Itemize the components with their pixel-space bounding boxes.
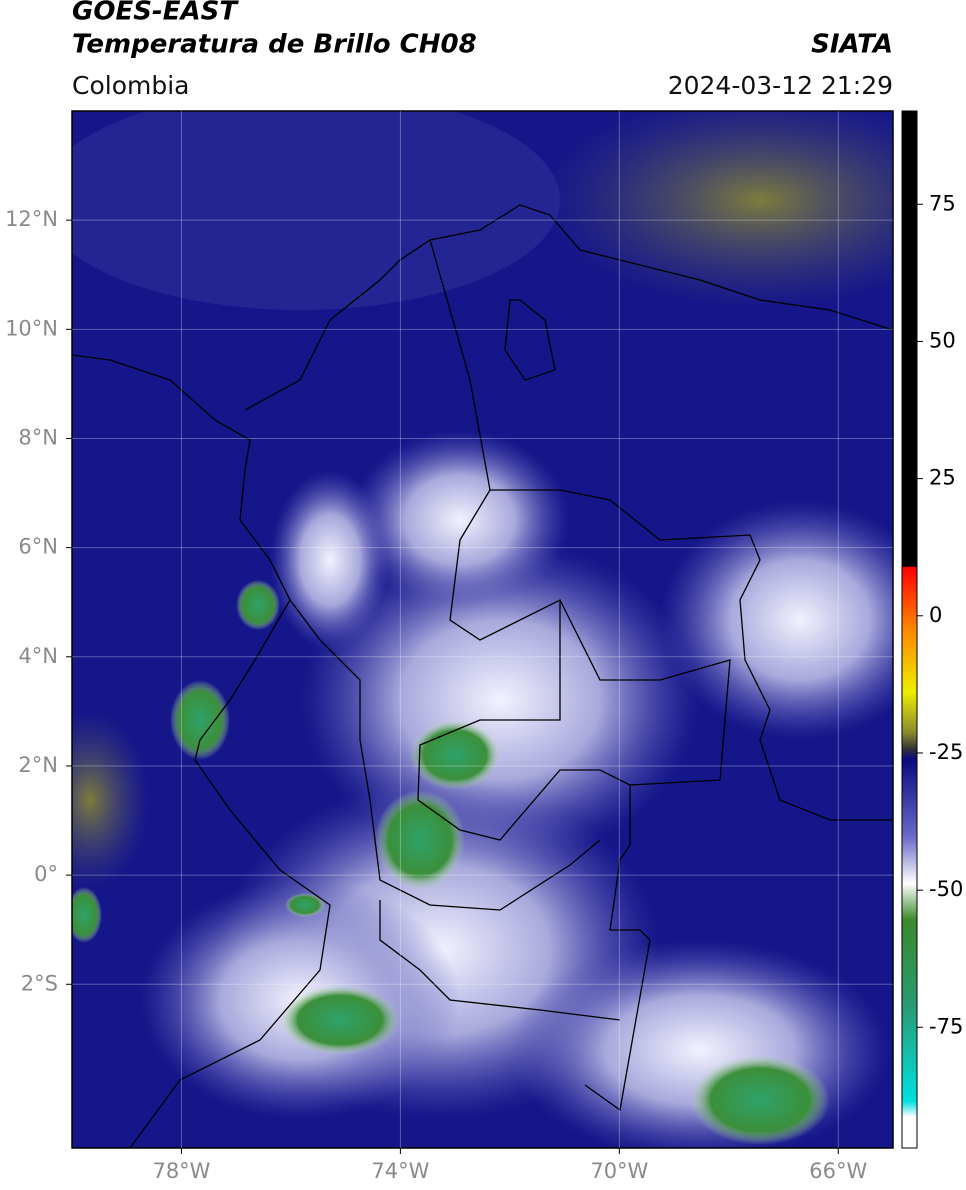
colorbar-tick-label: -50 [929, 877, 963, 901]
x-tick-label: 78°W [152, 1159, 210, 1183]
colorbar-tick-label: -75 [929, 1014, 963, 1038]
datetime: 2024-03-12 21:29 [668, 71, 893, 100]
x-tick-label: 66°W [809, 1159, 867, 1183]
x-tick-label: 70°W [590, 1159, 648, 1183]
colorbar-tick-label: 25 [929, 466, 956, 490]
colorbar-tick-label: 50 [929, 328, 956, 352]
y-tick-label: 4°N [18, 644, 58, 668]
x-tick-label: 74°W [371, 1159, 429, 1183]
map-frame [71, 110, 894, 1149]
colorbar-tick-label: -25 [929, 740, 963, 764]
y-tick-label: 0° [34, 862, 58, 886]
colorbar [901, 110, 918, 1149]
colorbar-tick-label: 0 [929, 603, 942, 627]
title: GOES-EAST [72, 0, 239, 27]
y-tick-label: 8°N [18, 425, 58, 449]
y-tick-label: 2°S [21, 971, 58, 995]
subtitle: Temperatura de Brillo CH08 [72, 30, 477, 60]
satellite-image [72, 111, 893, 1148]
y-tick-label: 2°N [18, 753, 58, 777]
y-tick-label: 6°N [18, 535, 58, 559]
source: SIATA [811, 30, 893, 60]
y-tick-label: 10°N [5, 316, 58, 340]
region: Colombia [72, 71, 189, 100]
y-tick-label: 12°N [5, 207, 58, 231]
colorbar-tick-label: 75 [929, 191, 956, 215]
